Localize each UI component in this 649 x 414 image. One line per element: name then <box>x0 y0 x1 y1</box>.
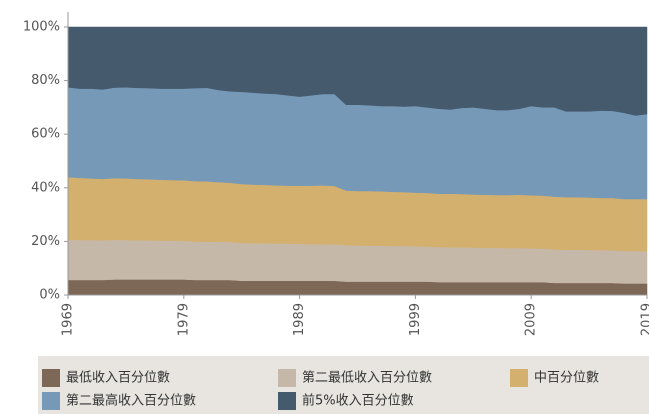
legend-label: 中百分位數 <box>534 371 599 386</box>
y-tick-label: 60% <box>31 127 60 142</box>
x-tick-label: 2019 <box>640 303 649 336</box>
legend-swatch <box>278 369 296 387</box>
legend-swatch <box>510 369 528 387</box>
legend-background <box>38 356 649 414</box>
y-tick-label: 100% <box>23 20 60 35</box>
legend-label: 前5%收入百分位數 <box>302 393 414 409</box>
legend-swatch <box>278 392 296 410</box>
legend-swatch <box>42 392 60 410</box>
area <box>67 26 648 116</box>
y-tick-label: 0% <box>39 288 60 303</box>
y-tick-label: 40% <box>31 180 60 195</box>
legend-label: 第二最低收入百分位數 <box>302 371 432 386</box>
x-tick-label: 1999 <box>408 303 423 336</box>
x-tick-label: 2009 <box>524 303 539 336</box>
x-tick-label: 1989 <box>292 303 307 336</box>
legend-label: 第二最高收入百分位數 <box>66 393 196 409</box>
x-tick-label: 1969 <box>61 303 76 336</box>
x-tick-label: 1979 <box>176 303 191 336</box>
y-tick-label: 80% <box>31 73 60 88</box>
y-tick-label: 20% <box>31 234 60 249</box>
legend-label: 最低收入百分位數 <box>66 371 170 386</box>
legend-swatch <box>42 369 60 387</box>
